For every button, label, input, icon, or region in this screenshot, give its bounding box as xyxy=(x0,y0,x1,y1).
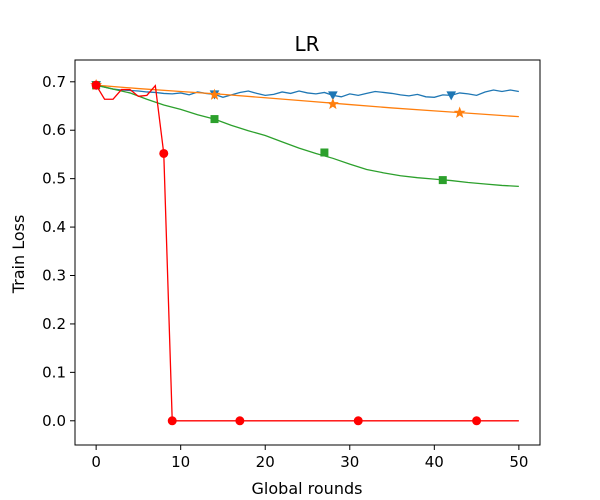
y-tick-label: 0.3 xyxy=(42,267,66,285)
y-tick-label: 0.0 xyxy=(42,412,66,430)
x-axis: 0 10 20 30 40 50 xyxy=(91,445,528,471)
circle-marker xyxy=(159,148,169,158)
y-tick-label: 0.5 xyxy=(42,170,66,188)
circle-marker xyxy=(235,416,245,426)
x-tick-label: 20 xyxy=(256,453,275,471)
square-marker xyxy=(320,148,329,157)
circle-marker xyxy=(167,416,177,426)
x-tick-label: 0 xyxy=(91,453,101,471)
x-tick-label: 40 xyxy=(425,453,444,471)
chart-title: LR xyxy=(294,32,319,56)
series-line xyxy=(95,84,519,188)
star-marker xyxy=(326,97,339,110)
y-tick-label: 0.1 xyxy=(42,363,66,381)
series-line xyxy=(95,84,519,98)
y-axis: 0.0 0.1 0.2 0.3 0.4 0.5 0.6 0.7 xyxy=(42,73,75,430)
y-tick-label: 0.6 xyxy=(42,121,66,139)
x-tick-label: 50 xyxy=(509,453,528,471)
circle-marker xyxy=(91,80,101,90)
x-axis-label: Global rounds xyxy=(252,479,363,498)
y-tick-label: 0.7 xyxy=(42,73,66,91)
square-marker xyxy=(438,176,447,185)
x-tick-label: 10 xyxy=(171,453,190,471)
square-marker xyxy=(210,115,219,124)
series-3 xyxy=(91,80,519,426)
circle-marker xyxy=(353,416,363,426)
star-marker xyxy=(208,88,221,100)
series-line xyxy=(95,84,519,422)
plot-area xyxy=(90,78,519,426)
y-axis-label: Train Loss xyxy=(9,215,28,295)
triangle-down-marker xyxy=(446,91,457,101)
series-line xyxy=(96,84,519,118)
x-tick-label: 30 xyxy=(340,453,359,471)
y-tick-label: 0.2 xyxy=(42,315,66,333)
y-tick-label: 0.4 xyxy=(42,218,66,236)
circle-marker xyxy=(472,416,482,426)
plot-frame xyxy=(74,59,541,446)
triangle-down-marker xyxy=(328,91,338,101)
star-marker xyxy=(453,106,466,118)
